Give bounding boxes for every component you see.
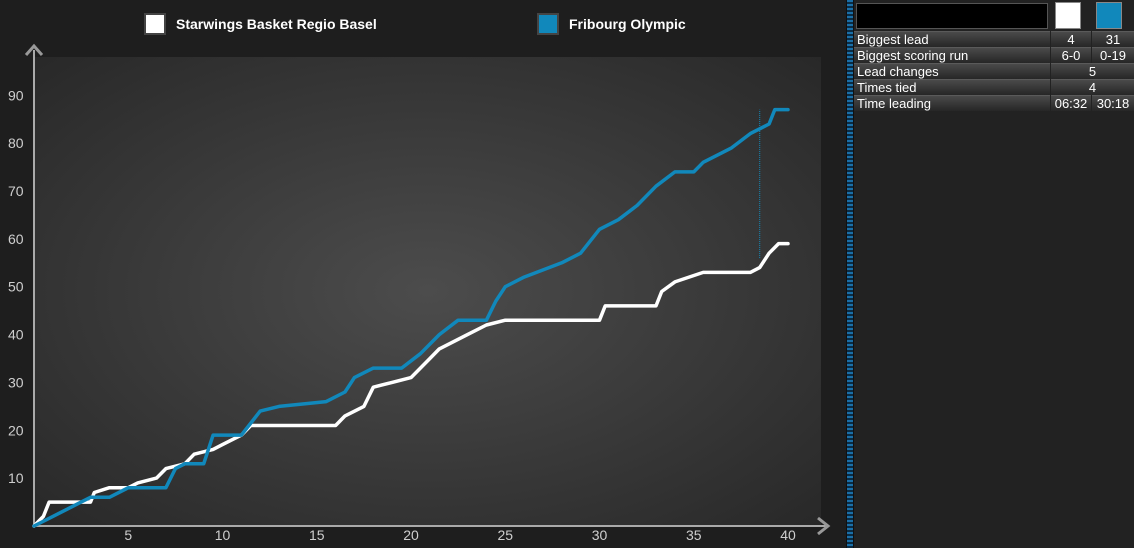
stats-away-value: 30:18 <box>1092 95 1134 111</box>
legend-away: Fribourg Olympic <box>537 13 686 35</box>
x-tick-label: 40 <box>780 527 796 543</box>
x-axis-arrow-icon <box>817 516 831 536</box>
y-axis-arrow-icon <box>24 43 44 56</box>
stats-home-value: 06:32 <box>1051 95 1091 111</box>
stats-label: Biggest scoring run <box>854 47 1050 63</box>
stats-label: Times tied <box>854 79 1050 95</box>
y-tick-label: 20 <box>8 422 24 438</box>
series-layer <box>32 107 790 528</box>
panel-divider[interactable] <box>846 0 854 548</box>
series-line-away <box>32 107 790 528</box>
score-progression-chart: 10 20 30 40 50 60 70 80 90 5 10 15 20 25 30 35 40 <box>8 43 831 543</box>
y-tick-label: 50 <box>8 279 24 295</box>
chart-panel: 10 20 30 40 50 60 70 80 90 5 10 15 20 25 30 35 40 Starw… <box>8 13 831 543</box>
stats-away-value: 31 <box>1092 31 1134 47</box>
legend-home-label: Starwings Basket Regio Basel <box>176 16 377 32</box>
stats-header-away-swatch <box>1096 2 1122 29</box>
stats-home-value: 6-0 <box>1051 47 1091 63</box>
x-tick-label: 35 <box>686 527 702 543</box>
stats-header <box>854 0 1134 30</box>
stats-row-biggest-scoring-run: Biggest scoring run 6-0 0-19 <box>854 47 1134 63</box>
stats-header-home-swatch <box>1055 2 1081 29</box>
x-tick-label: 5 <box>124 527 132 543</box>
stats-away-value: 0-19 <box>1092 47 1134 63</box>
stats-header-name-box <box>856 3 1048 29</box>
stats-label: Biggest lead <box>854 31 1050 47</box>
y-tick-label: 30 <box>8 374 24 390</box>
stats-panel: Biggest lead 4 31 Biggest scoring run 6-… <box>854 0 1134 548</box>
y-tick-label: 60 <box>8 231 24 247</box>
plot-area <box>34 57 821 525</box>
legend-home-swatch <box>144 13 166 35</box>
stats-home-value: 4 <box>1051 31 1091 47</box>
stats-shared-value: 5 <box>1051 63 1134 79</box>
legend-away-label: Fribourg Olympic <box>569 16 686 32</box>
x-tick-label: 25 <box>497 527 513 543</box>
x-tick-label: 15 <box>309 527 325 543</box>
x-tick-label: 20 <box>403 527 419 543</box>
y-tick-label: 70 <box>8 183 24 199</box>
y-tick-label: 90 <box>8 87 24 103</box>
y-tick-label: 80 <box>8 135 24 151</box>
legend-away-swatch <box>537 13 559 35</box>
y-tick-label: 40 <box>8 327 24 343</box>
y-tick-label: 10 <box>8 470 24 486</box>
x-tick-label: 30 <box>592 527 608 543</box>
stats-row-lead-changes: Lead changes 5 <box>854 63 1134 79</box>
stats-shared-value: 4 <box>1051 79 1134 95</box>
stats-label: Time leading <box>854 95 1050 111</box>
stats-row-times-tied: Times tied 4 <box>854 79 1134 95</box>
legend-home: Starwings Basket Regio Basel <box>144 13 377 35</box>
stats-row-biggest-lead: Biggest lead 4 31 <box>854 31 1134 47</box>
x-axis-ticks: 5 10 15 20 25 30 35 40 <box>124 527 796 543</box>
x-tick-label: 10 <box>215 527 231 543</box>
stats-row-time-leading: Time leading 06:32 30:18 <box>854 95 1134 111</box>
stats-label: Lead changes <box>854 63 1050 79</box>
y-axis-ticks: 10 20 30 40 50 60 70 80 90 <box>8 87 24 486</box>
